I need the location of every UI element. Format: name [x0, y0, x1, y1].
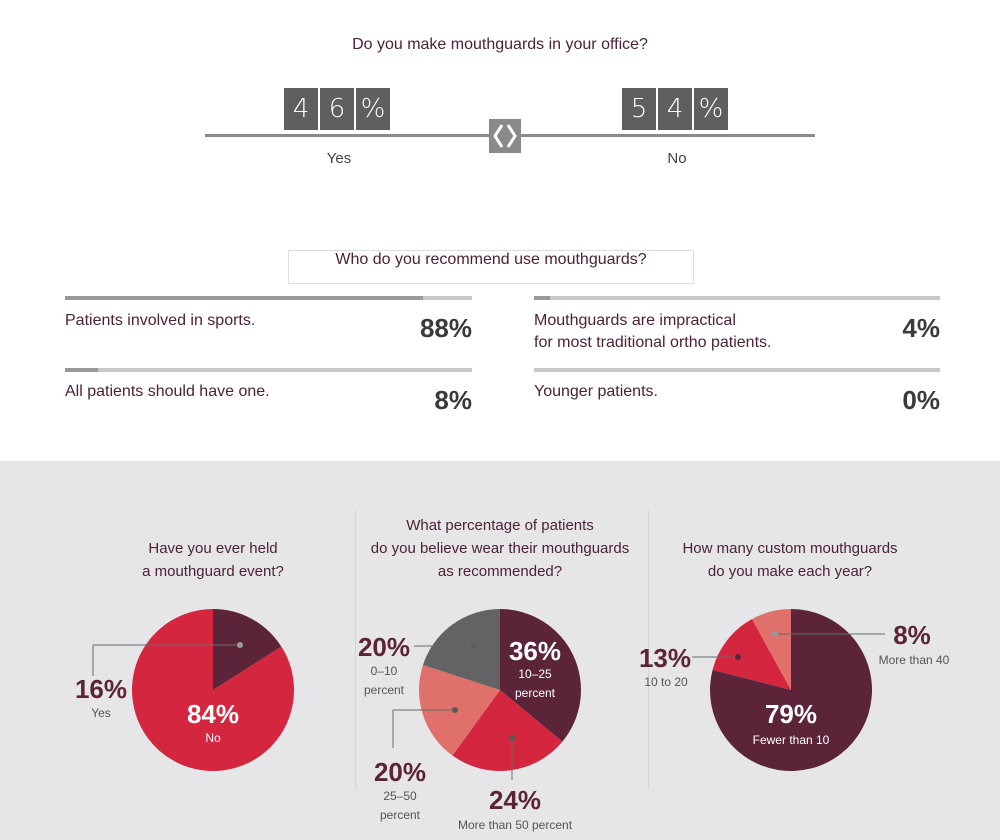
- slider-track-right: [520, 134, 815, 137]
- chart-title-count: How many custom mouthguards do you make …: [650, 537, 930, 583]
- data-sublabel: 10 to 20: [644, 675, 688, 689]
- leader-dot: [471, 643, 477, 649]
- pie-chart-compliance: [419, 609, 581, 771]
- question-who-recommend: Who do you recommend use mouthguards?: [335, 251, 647, 268]
- bar-fill: [65, 368, 98, 372]
- bar-track: [65, 368, 472, 372]
- chart-title-compliance: What percentage of patients do you belie…: [340, 514, 660, 583]
- pie-slice: [452, 690, 563, 771]
- question-mouthguards-in-office: Do you make mouthguards in your office?: [352, 36, 648, 53]
- data-sublabel: 10–25: [518, 667, 552, 681]
- item-percentage: 88%: [419, 313, 472, 343]
- data-sublabel: percent: [364, 683, 405, 697]
- pie-slice: [710, 609, 872, 771]
- item-label: All patients should have one.: [65, 383, 270, 400]
- data-label: 84%: [187, 699, 239, 729]
- item-label: Patients involved in sports.: [65, 312, 256, 329]
- bar-fill: [65, 296, 424, 300]
- title-line: as recommended?: [437, 563, 563, 580]
- data-label: 16%: [75, 674, 127, 704]
- leader-dot: [509, 735, 515, 741]
- title-line: Have you ever held: [148, 540, 278, 557]
- pie-chart-count: [710, 609, 872, 771]
- data-sublabel: percent: [515, 686, 556, 700]
- data-sublabel: Fewer than 10: [753, 733, 830, 747]
- pie-slice: [419, 664, 500, 756]
- bar-track: [65, 296, 472, 300]
- question-box: [288, 250, 694, 284]
- data-label: 13%: [639, 643, 691, 673]
- digit: 4: [658, 88, 692, 130]
- data-sublabel: percent: [380, 808, 421, 822]
- data-sublabel: 25–50: [383, 789, 417, 803]
- item-percentage: 0%: [902, 385, 940, 415]
- column-divider: [355, 510, 356, 790]
- data-label: 36%: [509, 636, 561, 666]
- digit: 4: [284, 88, 318, 130]
- data-sublabel: More than 50 percent: [458, 818, 573, 832]
- digit: %: [694, 88, 728, 130]
- chart-title-event: Have you ever held a mouthguard event?: [80, 537, 346, 583]
- data-sublabel: Yes: [91, 706, 111, 720]
- data-label: 79%: [765, 699, 817, 729]
- bar-track: [534, 368, 940, 372]
- digit: 5: [622, 88, 656, 130]
- data-label: 20%: [374, 757, 426, 787]
- data-label: 20%: [358, 632, 410, 662]
- yes-percentage-display: 4 6 %: [284, 88, 390, 130]
- title-line: a mouthguard event?: [142, 563, 284, 580]
- chevrons-icon: [489, 119, 521, 153]
- column-divider: [648, 510, 649, 790]
- data-sublabel: 0–10: [371, 664, 398, 678]
- pie-slice: [422, 609, 500, 690]
- pie-slice: [213, 609, 282, 690]
- bar-fill: [534, 296, 551, 300]
- data-label: 24%: [489, 785, 541, 815]
- pie-chart-event: [131, 609, 294, 771]
- slider-track-left: [205, 134, 490, 137]
- pie-slice: [131, 609, 294, 771]
- no-label: No: [667, 150, 687, 167]
- no-percentage-display: 5 4 %: [622, 88, 728, 130]
- bar-track: [534, 296, 940, 300]
- digit: %: [356, 88, 390, 130]
- digit: 6: [320, 88, 354, 130]
- leader-dot: [772, 631, 778, 637]
- title-line: What percentage of patients: [406, 517, 594, 534]
- leader-dot: [452, 707, 458, 713]
- title-line: How many custom mouthguards: [682, 540, 898, 557]
- yes-label: Yes: [326, 150, 352, 167]
- pie-slice: [751, 609, 791, 690]
- title-line: do you make each year?: [707, 563, 873, 580]
- pie-slice: [712, 619, 791, 690]
- item-label: Younger patients.: [534, 383, 658, 400]
- item-percentage: 4%: [902, 313, 940, 343]
- data-sublabel: More than 40: [879, 653, 950, 667]
- title-line: do you believe wear their mouthguards: [370, 540, 630, 557]
- data-label: 8%: [893, 620, 931, 650]
- leader-dot: [237, 642, 243, 648]
- item-label-line2: for most traditional ortho patients.: [534, 334, 772, 351]
- data-sublabel: No: [205, 731, 221, 745]
- pie-slice: [500, 609, 581, 742]
- item-percentage: 8%: [434, 385, 472, 415]
- item-label: Mouthguards are impractical: [534, 312, 736, 329]
- leader-dot: [735, 654, 741, 660]
